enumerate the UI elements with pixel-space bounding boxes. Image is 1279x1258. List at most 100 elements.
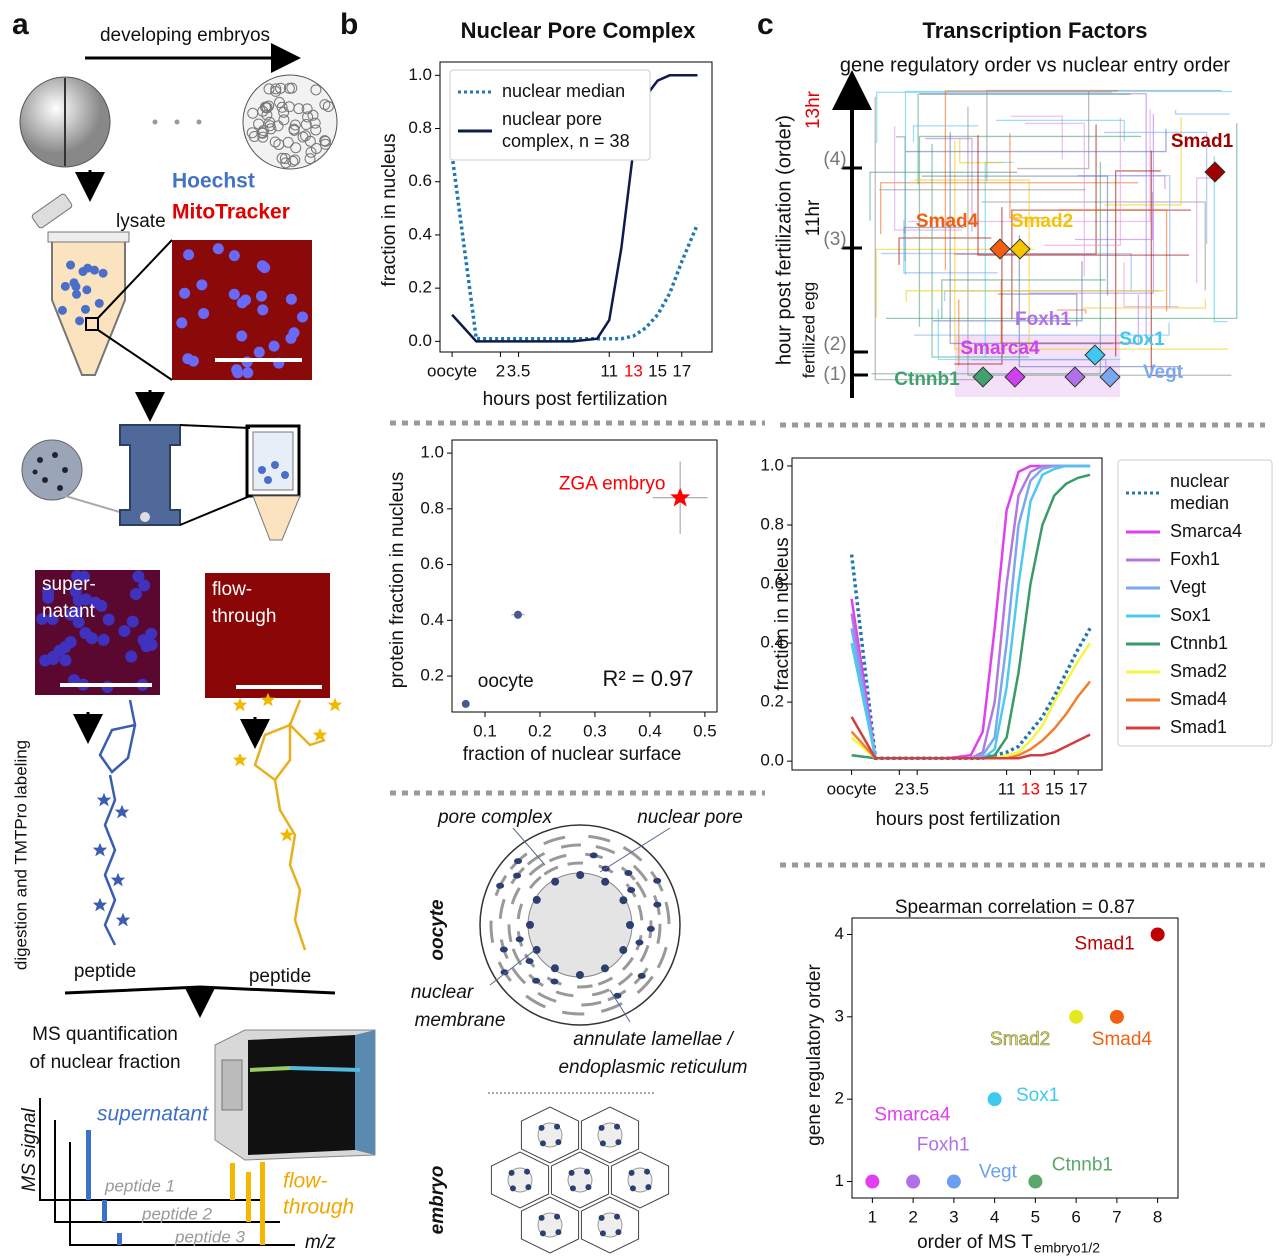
edge [1176,110,1230,114]
zoom-line [98,330,172,380]
lamella [568,863,583,864]
nucleus-dot [132,570,144,582]
legend-label: Smarca4 [1170,521,1242,541]
pore [514,858,522,864]
nucleus-dot [297,312,308,323]
x-axis-label: hours post fertilization [483,389,668,410]
x-tick-label: 0.2 [528,721,552,740]
tmt-star [328,698,342,712]
legend: nuclear mediannuclear pore complex, n = … [450,70,650,160]
pore [525,1184,531,1190]
legend-label: Smad2 [1170,661,1227,681]
nucleus-dot [48,651,60,663]
y-tick-label: 0.6 [420,554,444,573]
time-label: 11hr [803,199,824,236]
pore [576,971,584,979]
pore [533,946,541,954]
labeling-label: digestion and TMTPro labeling [11,740,30,970]
embryo-icon [243,75,337,169]
nucleus-dot [236,330,247,341]
molecule [100,700,135,772]
tmt-star [93,898,107,912]
y-tick-label: 0.8 [420,498,444,517]
pore [653,902,661,908]
nucleus-dot [188,356,199,367]
pore [533,896,541,904]
ellipsis [153,120,202,125]
peptide-label: peptide [74,961,136,982]
edge [1017,91,1088,169]
lamella [577,986,592,987]
pore [526,958,534,964]
diagram-label: membrane [415,1010,506,1031]
x-tick-label: 0.4 [638,721,662,740]
y-tick-label: 0.2 [420,666,444,685]
pore [500,947,508,953]
charts: Nuclear Pore Complex0.00.20.40.60.81.0oo… [379,18,1272,1256]
nucleus-dot [286,294,297,305]
nucleus-dot [285,333,296,344]
mass-spectrometer [215,1030,375,1160]
x-tick-label: 0.5 [693,721,717,740]
point [1028,1175,1042,1189]
nucleus-dot [229,250,240,261]
nucleus-dot [176,317,187,328]
plot-frame [852,918,1178,1198]
point [865,1175,879,1189]
peptide-label: peptide 3 [174,1227,245,1246]
pore [554,1214,560,1220]
nucleus-dot [127,616,139,628]
pore [600,1230,606,1236]
node-label: Smarca4 [960,338,1040,359]
x-tick-label: 11 [600,361,618,380]
lysate-label: lysate [116,211,166,232]
point-label: ZGA embryo [559,474,666,495]
y-tick-label: 0.4 [420,610,444,629]
point-label: oocyte [478,671,534,692]
nucleus-dot [65,636,77,648]
point [988,1092,1002,1106]
pore [600,1140,606,1146]
pore [599,1215,605,1221]
pore [627,887,635,893]
y-axis-label: protein fraction in nucleus [387,472,408,689]
node-label: Smad2 [1011,211,1073,232]
peptide-label: peptide 1 [104,1176,175,1195]
x-axis-label: order of MS T [917,1232,1033,1253]
pore [509,1170,515,1176]
y-tick-label: 0.0 [760,751,784,770]
nucleus-dot [196,279,207,290]
stain-label: Hoechst [172,170,255,193]
image-label: through [212,606,276,627]
pore [539,1215,545,1221]
node-label: Sox1 [1119,329,1165,350]
nucleus-dot [78,267,87,276]
pore [624,870,632,876]
y-tick-label: 1.0 [760,455,784,474]
x-tick-label: 2 [908,1207,917,1226]
node-label: Vegt [1143,362,1184,383]
collection-tube [253,496,300,540]
point-label: Foxh1 [917,1135,970,1156]
diagram-label: oocyte [427,899,448,961]
pore [526,921,534,929]
nucleus-dot [213,243,224,254]
x-tick-label: 7 [1112,1207,1121,1226]
timeline-label: developing embryos [100,25,270,46]
legend-label: Ctnnb1 [1170,633,1228,653]
y-tick-label: 0.8 [408,118,432,137]
point-label: Smad2 [990,1029,1050,1050]
y-tick-label: 3 [835,1006,844,1025]
filter-unit [120,425,180,525]
time-label: fertilized egg [799,282,818,378]
pore [619,896,627,904]
nucleus-dot [95,600,107,612]
point [1110,1010,1124,1024]
pore [555,1229,561,1235]
panel-label: c [757,8,774,41]
ms-title: of nuclear fraction [29,1052,180,1073]
x-tick-label: 1 [868,1207,877,1226]
x-tick-label: 2 [895,779,904,798]
x-tick-label: 0.3 [583,721,607,740]
